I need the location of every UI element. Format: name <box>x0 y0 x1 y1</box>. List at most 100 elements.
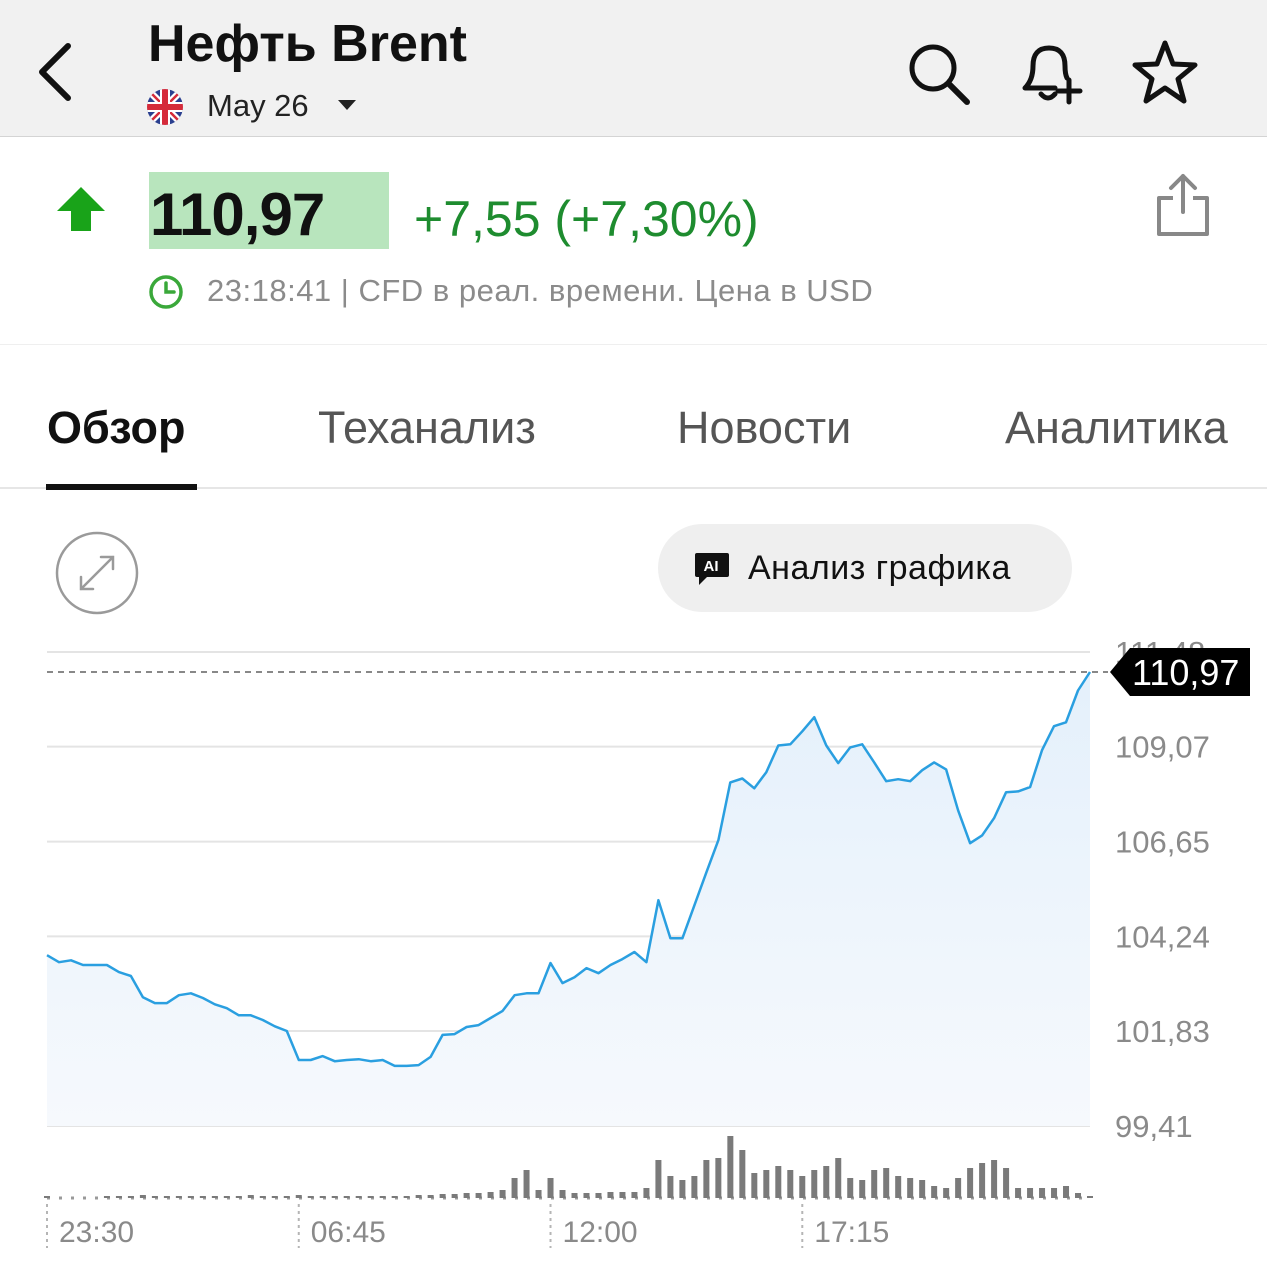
volume-bar <box>283 1196 290 1198</box>
volume-bar <box>1015 1188 1022 1198</box>
tab[interactable]: Аналитика <box>1005 402 1228 453</box>
y-tick-label: 104,24 <box>1115 919 1210 954</box>
tab[interactable]: Теханализ <box>318 402 536 453</box>
alert-button[interactable] <box>1015 38 1087 108</box>
volume-bar <box>1075 1193 1082 1198</box>
volume-bar <box>595 1193 602 1198</box>
volume-bar <box>1087 1196 1093 1198</box>
y-tick-label: 109,07 <box>1115 730 1210 765</box>
volume-bar <box>523 1170 530 1198</box>
top-bar: Нефть Brent May 26 <box>0 0 1267 137</box>
price: 110,97 <box>150 181 325 248</box>
volume-bar <box>499 1190 506 1198</box>
volume-bar <box>211 1196 218 1198</box>
volume-bar <box>127 1196 134 1198</box>
volume-bar <box>811 1170 818 1198</box>
volume-bar <box>751 1173 758 1198</box>
y-tick-label: 101,83 <box>1115 1014 1210 1049</box>
x-tick-label: 12:00 <box>563 1216 638 1249</box>
volume-bar <box>223 1196 230 1198</box>
volume-bar <box>571 1193 578 1198</box>
volume-bar <box>1003 1168 1010 1198</box>
ai-icon: AI <box>695 553 729 585</box>
volume-bar <box>871 1170 878 1198</box>
volume-bar <box>463 1193 470 1198</box>
volume-bar <box>619 1192 626 1198</box>
volume-bar <box>607 1192 614 1198</box>
volume-bar <box>715 1158 722 1198</box>
volume-bar <box>427 1195 434 1198</box>
share-button[interactable] <box>1155 172 1211 238</box>
volume-bar <box>247 1195 254 1198</box>
last-price-label: 110,97 <box>1132 652 1239 693</box>
expand-button[interactable] <box>55 531 141 617</box>
favorite-button[interactable] <box>1130 38 1200 106</box>
time-info: 23:18:41 | CFD в реал. времени. Цена в U… <box>207 273 874 308</box>
active-tab-indicator <box>46 484 197 490</box>
volume-bar <box>487 1192 494 1198</box>
up-arrow <box>57 187 105 231</box>
tab-divider <box>0 487 1267 489</box>
price-area <box>47 672 1090 1126</box>
volume-bar <box>403 1196 410 1198</box>
volume-bar <box>703 1160 710 1198</box>
title: Нефть Brent <box>148 15 467 73</box>
volume-bar <box>727 1136 734 1198</box>
tab[interactable]: Обзор <box>47 402 186 453</box>
volume-bar <box>44 1196 50 1198</box>
ai-analysis-button[interactable]: AI Анализ графика <box>658 524 1072 612</box>
volume-bar <box>307 1196 314 1198</box>
clock-icon <box>149 275 183 309</box>
volume-bar <box>991 1160 998 1198</box>
x-tick-label: 23:30 <box>59 1216 134 1249</box>
price-highlight <box>149 172 389 249</box>
volume-bar <box>187 1196 194 1198</box>
volume-bar <box>667 1176 674 1198</box>
volume-bar <box>235 1196 242 1198</box>
tab[interactable]: Новости <box>677 402 852 453</box>
volume-bar <box>175 1196 182 1198</box>
volume-bar <box>631 1192 638 1198</box>
search-button[interactable] <box>905 40 975 106</box>
volume-bar <box>739 1150 746 1198</box>
volume-bar <box>547 1178 554 1198</box>
contract-selector[interactable]: May 26 <box>207 88 309 123</box>
flag-icon <box>147 89 183 125</box>
volume-bar <box>451 1194 458 1198</box>
volume-bar <box>115 1196 122 1198</box>
volume-bar <box>679 1180 686 1198</box>
volume-bar <box>1027 1188 1034 1198</box>
svg-text:AI: AI <box>704 558 719 575</box>
dropdown-caret[interactable] <box>336 98 358 112</box>
volume-bar <box>907 1178 914 1198</box>
volume-bar <box>199 1196 206 1198</box>
volume-bar <box>643 1188 650 1198</box>
volume-bar <box>103 1196 110 1198</box>
volume-bar <box>391 1196 398 1198</box>
volume-bar <box>139 1195 146 1198</box>
volume-bar <box>259 1196 266 1198</box>
volume-bar <box>943 1188 950 1198</box>
volume-bar <box>955 1178 962 1198</box>
volume-bar <box>415 1195 422 1198</box>
volume-bar <box>775 1166 782 1198</box>
volume-bar <box>967 1168 974 1198</box>
volume-bar <box>883 1168 890 1198</box>
y-tick-label: 99,41 <box>1115 1109 1193 1144</box>
volume-bar <box>835 1158 842 1198</box>
volume-bar <box>379 1196 386 1198</box>
back-button[interactable] <box>30 40 80 104</box>
volume-bar <box>163 1196 170 1198</box>
volume-bar <box>895 1176 902 1198</box>
volume-bar <box>1051 1188 1058 1198</box>
volume-bar <box>319 1196 326 1198</box>
volume-bar <box>151 1196 158 1198</box>
volume-bar <box>1039 1188 1046 1198</box>
volume-bar <box>559 1190 566 1198</box>
volume-bar <box>511 1178 518 1198</box>
volume-bar <box>859 1180 866 1198</box>
price-line <box>46 671 1092 1068</box>
volume-bar <box>367 1196 374 1198</box>
